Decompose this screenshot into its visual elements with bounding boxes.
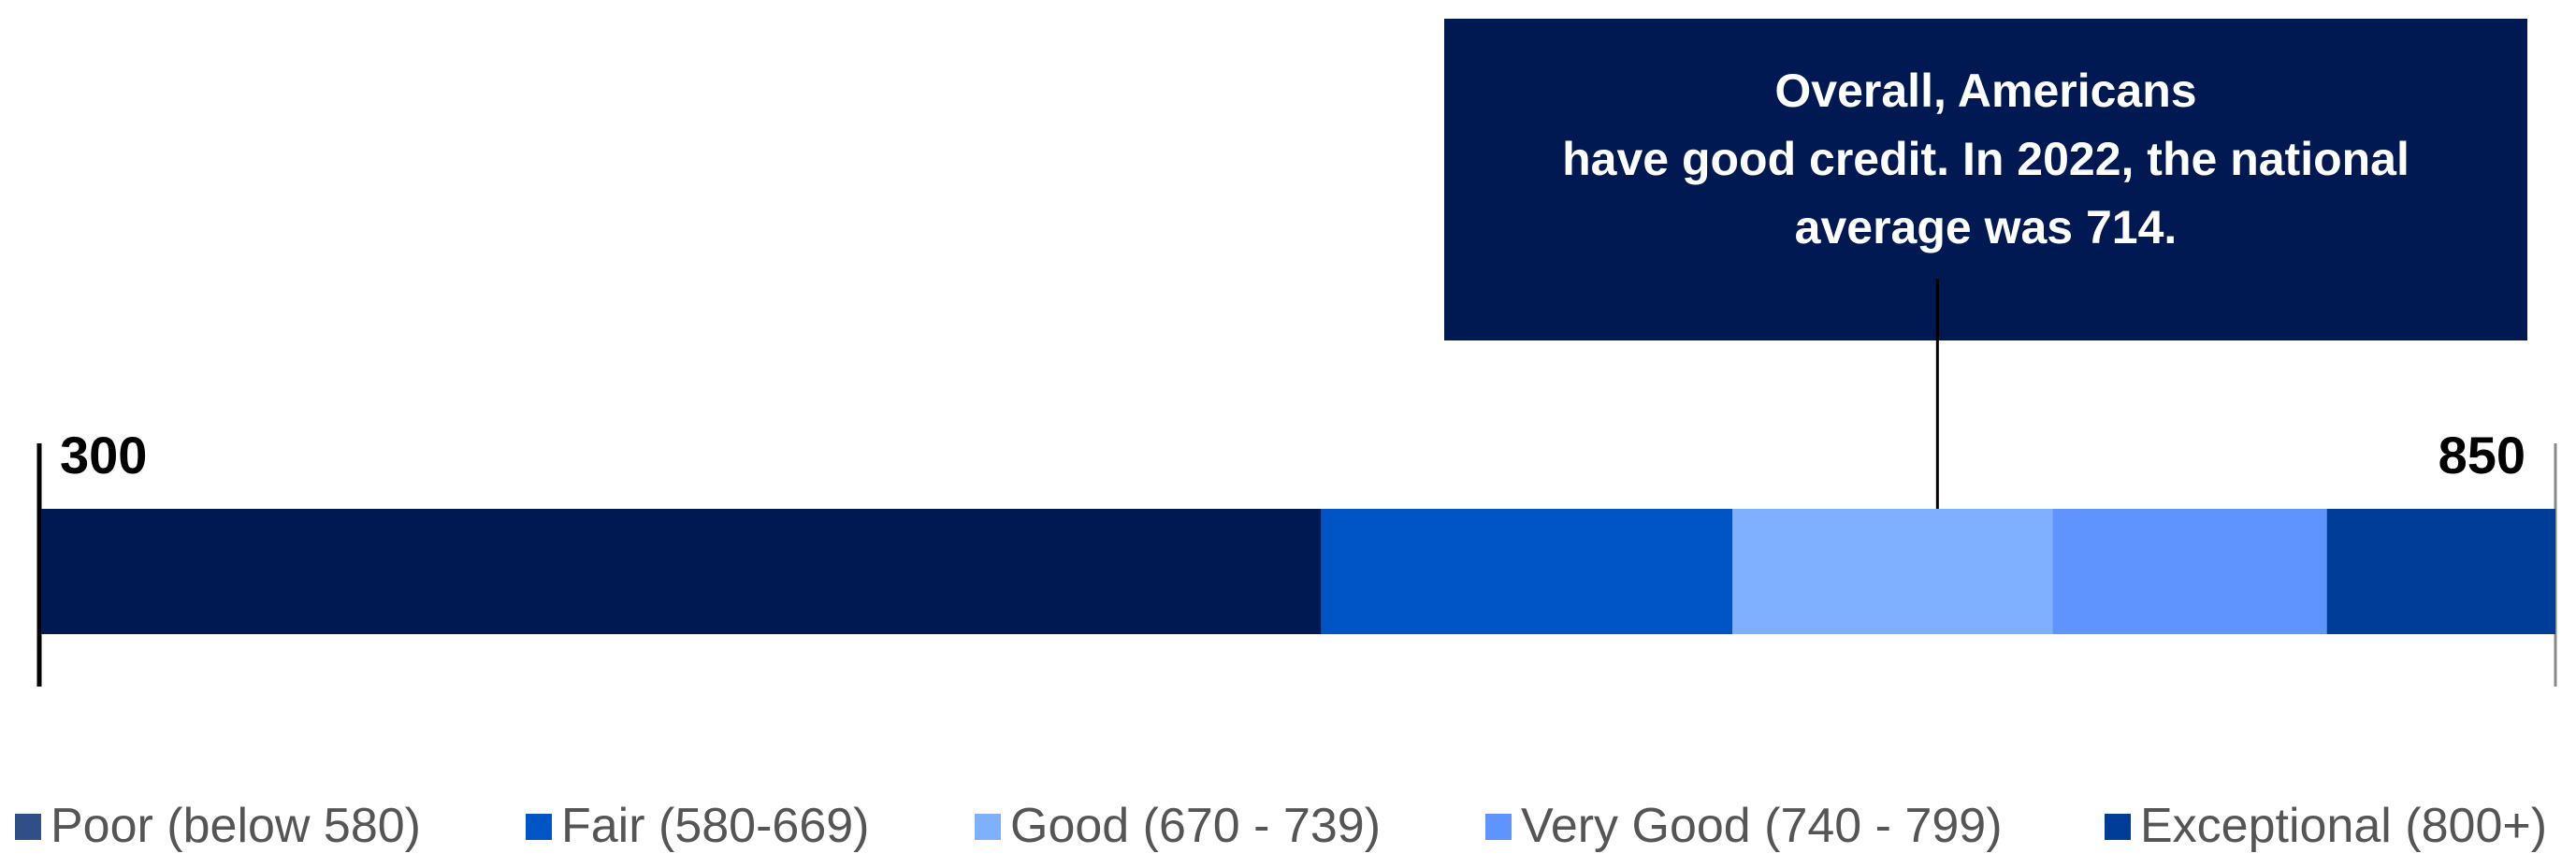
legend-label-5: Exceptional (800+) [2140, 799, 2547, 853]
axis-max-label: 850 [2439, 426, 2525, 485]
legend-marker-4 [1485, 814, 1512, 840]
legend-label-1: Poor (below 580) [51, 799, 421, 853]
bar-segment-2 [1321, 509, 1733, 634]
legend-label-3: Good (670 - 739) [1010, 799, 1381, 853]
annotation-box [1444, 19, 2527, 340]
score-bar [41, 509, 2555, 634]
axis-min-label: 300 [60, 426, 147, 485]
legend-marker-5 [2105, 814, 2131, 840]
annotation-line-1: Overall, Americans [1774, 65, 2196, 117]
legend-label-4: Very Good (740 - 799) [1521, 799, 2003, 853]
legend-marker-3 [975, 814, 1001, 840]
bar-segment-4 [2052, 509, 2327, 634]
bar-segment-1 [41, 509, 1322, 634]
legend-marker-2 [526, 814, 552, 840]
annotation-line-2: have good credit. In 2022, the national [1562, 133, 2410, 185]
bar-segment-3 [1732, 509, 2053, 634]
bar-segment-5 [2326, 509, 2555, 634]
legend: Poor (below 580) Fair (580-669) Good (670 … [15, 799, 2547, 853]
annotation-callout: Overall, Americans have good credit. In … [1444, 19, 2527, 569]
annotation-line-3: average was 714. [1795, 201, 2178, 253]
legend-marker-1 [15, 814, 41, 840]
legend-label-2: Fair (580-669) [561, 799, 869, 853]
